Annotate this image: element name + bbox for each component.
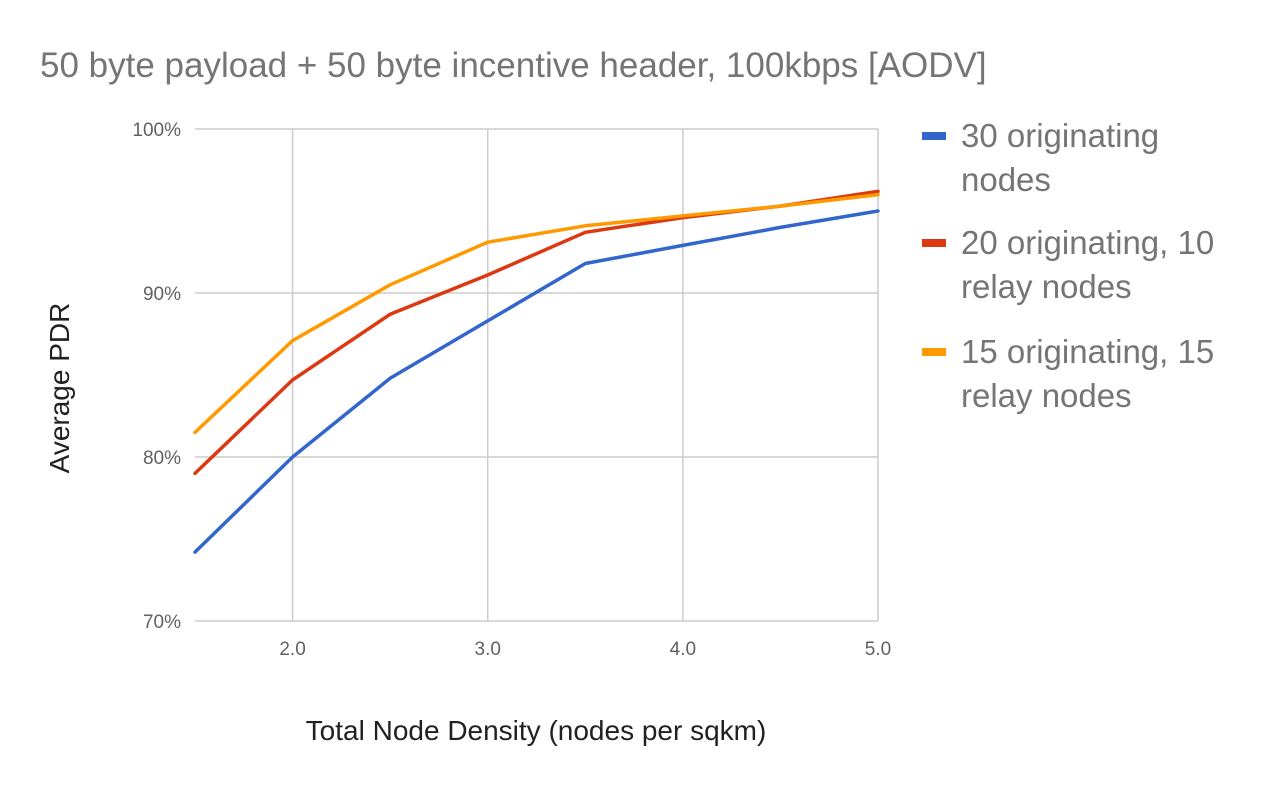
y-tick-label: 90% xyxy=(143,284,181,305)
series-lines xyxy=(193,189,880,554)
y-axis-title: Average PDR xyxy=(44,303,75,474)
x-axis-title: Total Node Density (nodes per sqkm) xyxy=(306,715,767,746)
series-line-1 xyxy=(193,209,880,554)
y-tick-label: 100% xyxy=(132,120,181,141)
x-tick-label: 5.0 xyxy=(865,639,891,660)
x-axis-ticks: 2.0 3.0 4.0 5.0 xyxy=(279,639,891,660)
y-tick-label: 80% xyxy=(143,448,181,469)
legend-swatch-2 xyxy=(922,239,946,247)
legend-label-1: 30 originating xyxy=(961,117,1159,154)
legend-swatch-3 xyxy=(922,348,946,356)
legend: 30 originating nodes 20 originating, 10 rel… xyxy=(922,117,1214,414)
chart-title: 50 byte payload + 50 byte incentive head… xyxy=(40,46,987,85)
legend-label-2: 20 originating, 10 xyxy=(961,224,1214,261)
legend-label-1: nodes xyxy=(961,161,1051,198)
y-tick-label: 70% xyxy=(143,612,181,633)
legend-label-3: 15 originating, 15 xyxy=(961,333,1214,370)
series-line-3 xyxy=(193,192,880,435)
x-tick-label: 4.0 xyxy=(670,639,696,660)
y-axis-ticks: 70% 80% 90% 100% xyxy=(132,120,181,633)
legend-swatch-1 xyxy=(922,132,946,140)
legend-label-2: relay nodes xyxy=(961,268,1132,305)
legend-label-3: relay nodes xyxy=(961,377,1132,414)
x-tick-label: 3.0 xyxy=(475,639,501,660)
x-tick-label: 2.0 xyxy=(279,639,305,660)
